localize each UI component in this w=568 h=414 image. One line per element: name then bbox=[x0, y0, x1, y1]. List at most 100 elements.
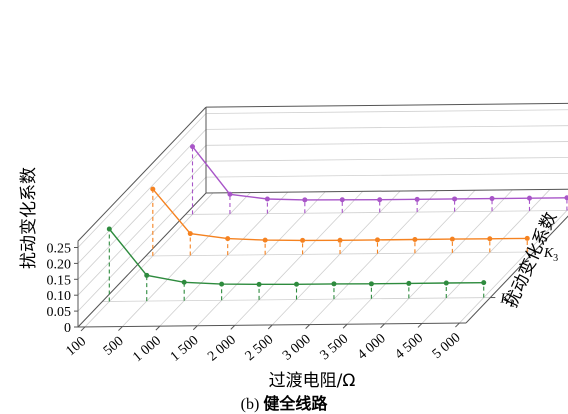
data-point bbox=[481, 280, 487, 286]
data-point bbox=[374, 237, 380, 243]
x-tick-mark bbox=[305, 324, 310, 329]
floor-grid-line bbox=[145, 251, 534, 257]
x-tick-mark bbox=[342, 323, 348, 329]
frame-edge bbox=[205, 102, 568, 108]
data-point bbox=[219, 281, 225, 287]
x-tick-label: 4 000 bbox=[355, 331, 389, 363]
y-tick-label: 0 bbox=[64, 321, 71, 336]
floor-grid-line bbox=[384, 189, 513, 325]
series-K4 bbox=[190, 144, 568, 215]
x-tick-label: 500 bbox=[101, 334, 127, 359]
x-axis-ticks: 100 500 1 000 1 500 2 000 2 500 3 000 3 500 4 00… bbox=[63, 322, 464, 365]
figure-caption: (b) 健全线路 bbox=[0, 390, 568, 414]
x-tick-label: 2 000 bbox=[205, 333, 239, 365]
data-point bbox=[524, 235, 530, 241]
wall-grid-line bbox=[205, 172, 568, 178]
data-point bbox=[294, 281, 300, 287]
floor-grid-line bbox=[102, 297, 491, 302]
wall-grid-line bbox=[77, 176, 207, 312]
floor-grid-line bbox=[122, 192, 251, 327]
x-tick-label: 3 500 bbox=[318, 332, 352, 364]
data-point bbox=[337, 237, 343, 243]
wall-grid-line bbox=[205, 125, 568, 130]
chart-series bbox=[106, 144, 568, 302]
x-tick-mark bbox=[192, 325, 198, 331]
y-tick-label: 0.25 bbox=[47, 242, 72, 257]
data-point bbox=[262, 237, 268, 243]
data-point bbox=[443, 280, 449, 286]
x-tick-label: 4 500 bbox=[392, 331, 426, 363]
series-K3 bbox=[150, 186, 530, 256]
data-point bbox=[526, 195, 532, 201]
data-point bbox=[339, 197, 345, 203]
data-point bbox=[377, 197, 383, 203]
data-point bbox=[414, 196, 420, 202]
x-tick-label: 1 500 bbox=[168, 333, 202, 365]
data-point bbox=[487, 236, 493, 242]
data-point bbox=[144, 272, 150, 278]
floor-grid-line bbox=[197, 191, 326, 327]
floor-grid-line bbox=[234, 191, 364, 326]
y-tick-label: 0.10 bbox=[47, 289, 72, 304]
x-tick-mark bbox=[455, 322, 460, 328]
frame-edge bbox=[205, 188, 568, 194]
chart-grid bbox=[77, 109, 568, 328]
series-line bbox=[108, 228, 484, 285]
data-point bbox=[489, 196, 495, 202]
x-tick-mark bbox=[155, 325, 161, 331]
x-tick-mark bbox=[380, 323, 385, 329]
data-point bbox=[227, 191, 233, 197]
floor-grid-line bbox=[185, 210, 568, 215]
floor-grid-line bbox=[309, 190, 438, 325]
x-tick-mark bbox=[417, 323, 423, 328]
data-point bbox=[331, 281, 337, 287]
wall-grid-line bbox=[77, 113, 207, 248]
data-point bbox=[406, 280, 412, 286]
x-tick-label: 100 bbox=[63, 334, 89, 359]
x-tick-mark bbox=[80, 326, 86, 332]
wall-grid-line bbox=[205, 141, 568, 146]
data-point bbox=[302, 197, 308, 203]
x-tick-label: 2 500 bbox=[243, 332, 277, 364]
data-point bbox=[449, 236, 455, 242]
wall-grid-line bbox=[77, 160, 207, 296]
floor-grid-line bbox=[459, 208, 568, 324]
x-tick-mark bbox=[118, 326, 123, 331]
y-axis-ticks: 00.050.100.150.200.25 bbox=[47, 242, 78, 336]
chart-frame bbox=[77, 102, 568, 328]
x-tick-label: 5 000 bbox=[430, 330, 464, 362]
caption-label: (b) bbox=[240, 396, 260, 413]
floor-grid-line bbox=[421, 189, 551, 324]
data-point bbox=[564, 195, 568, 201]
wall-grid-line bbox=[205, 157, 568, 162]
frame-edge bbox=[465, 215, 568, 324]
y-tick-label: 0.05 bbox=[47, 305, 72, 320]
wall-grid-line bbox=[77, 129, 207, 264]
x-tick-mark bbox=[267, 324, 273, 330]
data-point bbox=[106, 226, 112, 232]
x-tick-mark bbox=[230, 325, 236, 330]
data-point bbox=[412, 237, 418, 243]
floor-grid-line bbox=[159, 191, 289, 327]
data-point bbox=[452, 196, 458, 202]
floor-grid-line bbox=[84, 192, 214, 328]
caption-text: 健全线路 bbox=[263, 394, 328, 413]
y-tick-label: 0.15 bbox=[47, 273, 72, 288]
y-axis-title: 扰动变化系数 bbox=[19, 167, 39, 269]
frame-edge bbox=[77, 106, 207, 242]
data-point bbox=[150, 186, 156, 192]
data-point bbox=[264, 196, 270, 202]
frame-edge bbox=[77, 192, 207, 328]
data-point bbox=[256, 281, 262, 287]
data-point bbox=[300, 237, 306, 243]
data-point bbox=[368, 281, 374, 287]
x-tick-label: 1 000 bbox=[130, 333, 164, 365]
y-tick-label: 0.20 bbox=[47, 257, 72, 272]
data-point bbox=[187, 231, 193, 237]
wall-grid-line bbox=[205, 109, 568, 114]
floor-grid-line bbox=[346, 189, 476, 325]
wall-grid-line bbox=[77, 145, 207, 280]
series-K2 bbox=[106, 226, 487, 302]
data-point bbox=[225, 236, 231, 242]
